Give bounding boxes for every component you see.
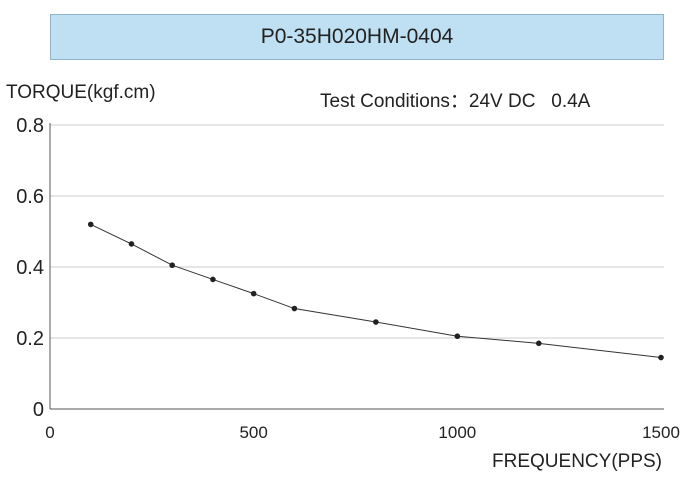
data-point	[536, 340, 542, 347]
y-tick-label: 0.2	[16, 328, 44, 350]
data-point	[658, 354, 664, 361]
x-tick-label: 1000	[438, 423, 476, 442]
chart-title: P0-35H020HM-0404	[260, 25, 454, 48]
x-tick-label: 0	[45, 423, 54, 442]
data-point	[291, 305, 298, 312]
data-point	[210, 276, 216, 283]
y-tick-label: 0.4	[16, 257, 44, 279]
y-axis-label: TORQUE(kgf.cm)	[6, 82, 156, 103]
data-point	[169, 262, 175, 269]
x-tick-label: 1500	[642, 423, 680, 442]
data-point	[373, 319, 379, 325]
test-conditions-annotation: Test Conditions：24V DC 0.4A	[320, 91, 591, 112]
y-tick-label: 0	[33, 399, 44, 421]
torque-curve-line	[90, 223, 662, 359]
x-axis-label: FREQUENCY(PPS)	[492, 451, 662, 472]
data-point	[128, 241, 135, 247]
data-point	[87, 221, 94, 228]
x-tick-label: 500	[239, 423, 267, 442]
y-tick-label: 0.6	[16, 186, 44, 208]
data-point	[454, 333, 461, 340]
data-point	[250, 290, 257, 297]
chart-title-box: P0-35H020HM-0404	[50, 14, 664, 60]
y-tick-label: 0.8	[16, 115, 44, 137]
